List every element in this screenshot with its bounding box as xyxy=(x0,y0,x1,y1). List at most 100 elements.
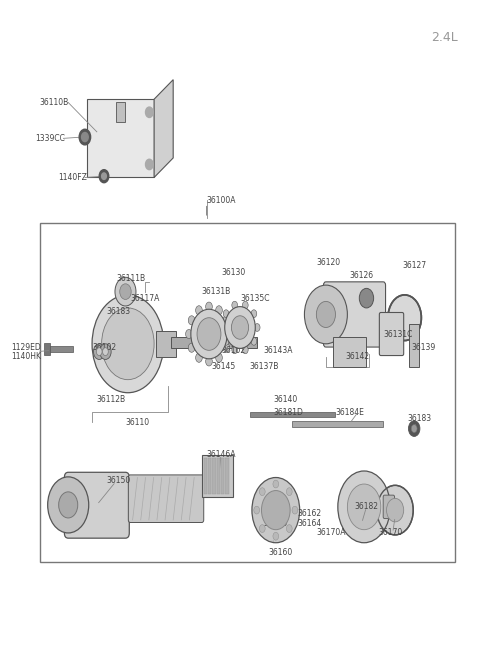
Text: 36131B: 36131B xyxy=(202,287,231,296)
Circle shape xyxy=(232,346,238,354)
Text: 1339CC: 1339CC xyxy=(35,134,65,143)
Circle shape xyxy=(145,159,153,170)
Circle shape xyxy=(216,306,222,315)
Circle shape xyxy=(223,316,229,325)
Circle shape xyxy=(100,344,111,360)
Bar xyxy=(44,343,50,355)
Circle shape xyxy=(102,173,107,179)
Text: 36155: 36155 xyxy=(264,519,288,528)
Text: 36131C: 36131C xyxy=(383,329,412,339)
Bar xyxy=(204,458,207,494)
Text: 36117A: 36117A xyxy=(130,293,160,303)
Text: 36140: 36140 xyxy=(274,395,298,403)
Bar xyxy=(250,411,336,417)
Circle shape xyxy=(287,525,292,533)
Circle shape xyxy=(79,129,91,145)
Circle shape xyxy=(115,277,136,306)
Circle shape xyxy=(316,301,336,328)
Circle shape xyxy=(273,533,279,540)
Bar xyxy=(47,346,73,352)
Text: 36102: 36102 xyxy=(92,343,116,352)
Circle shape xyxy=(196,306,202,315)
Circle shape xyxy=(408,421,420,436)
Circle shape xyxy=(188,316,195,325)
Text: 1140FZ: 1140FZ xyxy=(59,173,87,182)
Text: 36184E: 36184E xyxy=(336,408,364,417)
Circle shape xyxy=(242,301,248,309)
Circle shape xyxy=(231,316,249,339)
Text: 36139: 36139 xyxy=(412,343,436,352)
Text: 36183: 36183 xyxy=(107,307,131,316)
Bar xyxy=(225,458,228,494)
Circle shape xyxy=(223,343,229,352)
Circle shape xyxy=(252,477,300,543)
Bar xyxy=(156,331,176,357)
FancyBboxPatch shape xyxy=(383,495,395,519)
Circle shape xyxy=(186,329,192,339)
Circle shape xyxy=(102,308,154,380)
Circle shape xyxy=(225,307,255,348)
Bar xyxy=(202,455,233,497)
Circle shape xyxy=(232,301,238,309)
FancyBboxPatch shape xyxy=(324,282,385,347)
Text: 36143A: 36143A xyxy=(264,346,293,355)
Circle shape xyxy=(292,506,298,514)
FancyBboxPatch shape xyxy=(64,472,129,538)
Circle shape xyxy=(259,525,265,533)
Circle shape xyxy=(205,302,212,311)
Bar xyxy=(208,458,211,494)
Text: 1129ED: 1129ED xyxy=(11,343,41,352)
Circle shape xyxy=(251,337,257,345)
Text: 36126: 36126 xyxy=(350,271,374,280)
Circle shape xyxy=(226,329,232,339)
Polygon shape xyxy=(116,102,125,122)
Circle shape xyxy=(196,353,202,362)
Circle shape xyxy=(96,348,102,356)
Circle shape xyxy=(94,344,105,360)
Circle shape xyxy=(220,324,226,331)
Circle shape xyxy=(411,424,417,432)
Circle shape xyxy=(388,295,421,341)
Bar xyxy=(171,337,257,348)
Circle shape xyxy=(188,343,195,352)
FancyBboxPatch shape xyxy=(128,475,204,523)
Circle shape xyxy=(338,471,390,543)
Text: 36111B: 36111B xyxy=(116,274,145,283)
Bar xyxy=(333,337,366,367)
Text: 36183: 36183 xyxy=(407,415,431,423)
Text: 36130: 36130 xyxy=(221,267,245,276)
Text: 1140HK: 1140HK xyxy=(11,352,41,362)
Text: 36110B: 36110B xyxy=(39,98,69,107)
Circle shape xyxy=(273,480,279,488)
Circle shape xyxy=(304,285,348,344)
Text: 36137B: 36137B xyxy=(250,362,279,371)
Text: 36127: 36127 xyxy=(402,261,426,270)
Circle shape xyxy=(254,506,260,514)
Circle shape xyxy=(242,346,248,354)
Circle shape xyxy=(48,477,89,533)
Text: 36164: 36164 xyxy=(297,519,322,528)
Circle shape xyxy=(262,491,290,530)
Text: 36145: 36145 xyxy=(211,362,236,371)
Circle shape xyxy=(59,492,78,518)
Circle shape xyxy=(191,309,227,359)
Text: 36102: 36102 xyxy=(221,346,245,355)
Circle shape xyxy=(99,170,109,183)
Circle shape xyxy=(92,295,164,393)
Text: 36142: 36142 xyxy=(345,352,369,362)
Circle shape xyxy=(287,488,292,496)
Circle shape xyxy=(103,348,108,356)
Text: 36160: 36160 xyxy=(269,548,293,557)
Bar xyxy=(292,421,383,426)
Circle shape xyxy=(82,132,88,141)
Text: 36112B: 36112B xyxy=(97,395,126,403)
Text: 36170: 36170 xyxy=(378,529,403,538)
Text: 36170A: 36170A xyxy=(316,529,346,538)
Text: 36150: 36150 xyxy=(107,476,131,485)
Circle shape xyxy=(197,318,221,350)
Circle shape xyxy=(254,324,260,331)
Circle shape xyxy=(216,353,222,362)
Circle shape xyxy=(386,498,404,522)
Text: 36120: 36120 xyxy=(316,258,340,267)
Text: 36182: 36182 xyxy=(355,502,379,512)
